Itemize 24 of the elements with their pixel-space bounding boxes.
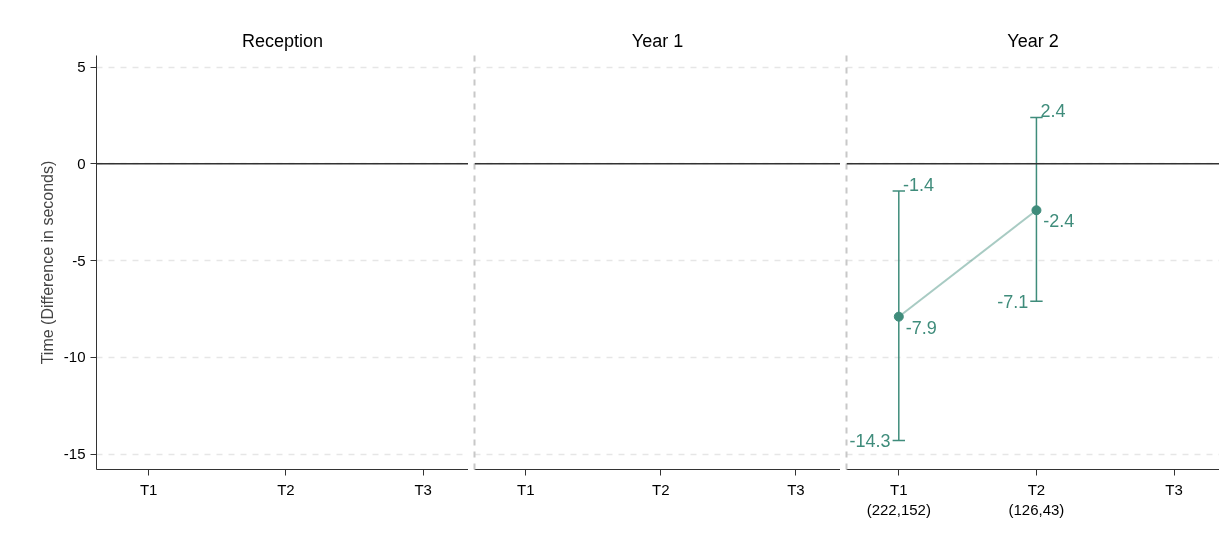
annotation: -14.3 (849, 430, 891, 451)
x-tick-label: T3 (787, 480, 805, 498)
y-axis-title: Time (Difference in seconds) (38, 160, 56, 365)
y-tick-label: -5 (72, 251, 86, 269)
y-tick-label: 5 (77, 58, 86, 76)
data-label: -2.4 (1043, 211, 1075, 232)
y-tick-label: -10 (63, 348, 86, 366)
y-tick-label: -15 (63, 445, 86, 463)
chart-title: Reception (241, 30, 324, 51)
x-tick-label: T1 (222,152) (866, 480, 931, 518)
x-tick-label: T2 (277, 480, 295, 498)
annotation: -1.4 (902, 174, 934, 195)
x-tick-label: T1 (139, 480, 158, 498)
annotation: -7.1 (997, 291, 1029, 312)
y-tick-label: 0 (77, 154, 86, 172)
x-tick-label: T2 (652, 480, 670, 498)
annotation: 2.4 (1040, 101, 1066, 122)
x-tick-label: T1 (517, 480, 535, 498)
x-tick-label: T3 (1165, 480, 1183, 498)
x-tick-label: T2 (126,43) (1008, 480, 1065, 518)
x-tick-label: T3 (414, 480, 432, 498)
data-label: -7.9 (905, 317, 937, 338)
chart-title: Year 2 (1007, 30, 1059, 51)
chart-title: Year 1 (631, 30, 684, 51)
